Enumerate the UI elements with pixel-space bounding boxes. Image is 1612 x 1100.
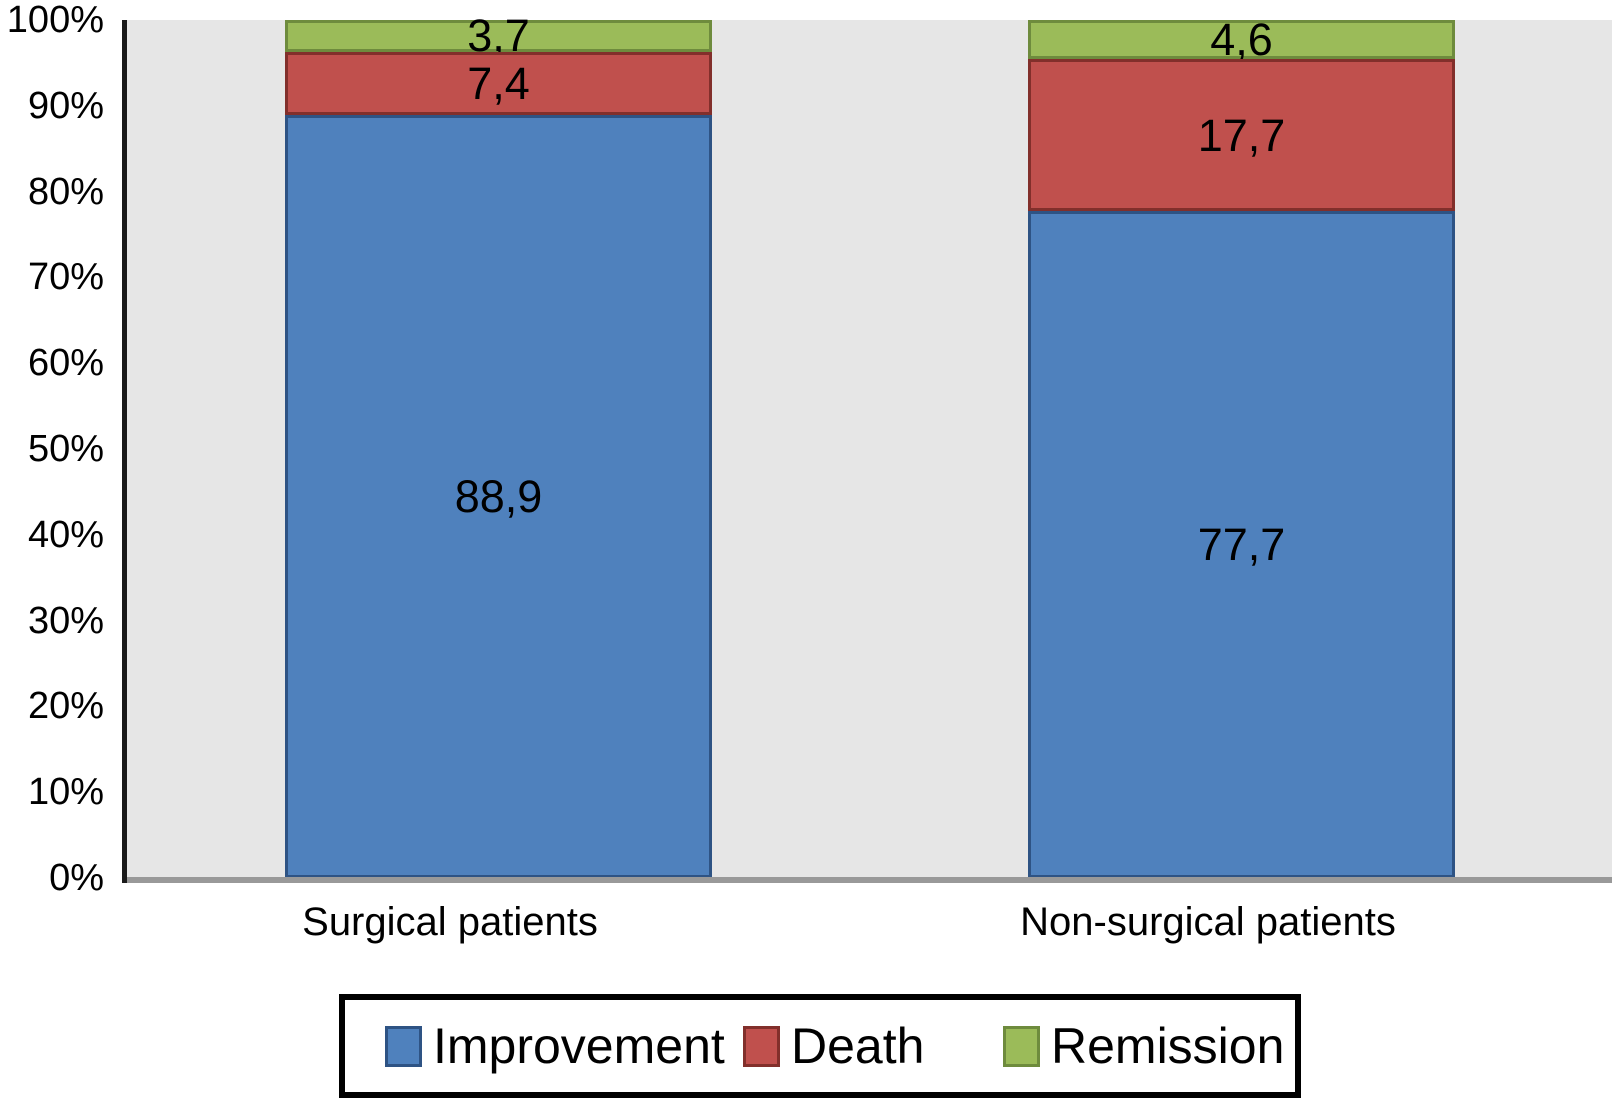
bar-surgical-patients: 3,7 7,4 88,9 [285,13,712,878]
legend-label-improvement: Improvement [433,1018,725,1074]
value-label-remission: 4,6 [1210,14,1273,66]
legend: Improvement Death Remission [339,994,1301,1098]
y-axis-line [122,20,127,883]
y-tick-label-30: 30% [27,599,104,642]
legend-item-improvement: Improvement [385,1000,725,1092]
segment-improvement: 88,9 [285,115,712,878]
x-axis-baseline [127,877,1612,883]
y-tick-label-90: 90% [27,84,104,127]
y-tick-label-0: 0% [49,857,104,899]
y-tick-label-40: 40% [27,513,104,556]
value-label-death: 7,4 [467,57,530,109]
y-tick-label-70: 70% [27,256,104,299]
legend-item-remission: Remission [1003,1000,1284,1092]
segment-remission: 3,7 [285,13,712,58]
y-tick-label-20: 20% [27,685,104,728]
legend-swatch-death [743,1025,780,1067]
segment-death: 17,7 [1028,59,1455,212]
value-label-improvement: 77,7 [1197,519,1286,571]
segment-remission: 4,6 [1028,14,1455,66]
y-tick-label-50: 50% [27,428,104,470]
bar-non-surgical-patients: 4,6 17,7 77,7 [1028,14,1455,878]
y-tick-label-10: 10% [27,771,104,814]
value-label-remission: 3,7 [467,10,530,62]
legend-swatch-remission [1003,1025,1040,1067]
y-tick-label-80: 80% [27,170,104,213]
y-tick-label-100: 100% [6,0,104,41]
value-label-death: 17,7 [1197,109,1286,161]
segment-improvement: 77,7 [1028,211,1455,878]
category-label-non-surgical-patients: Non-surgical patients [1020,900,1396,944]
segment-death: 7,4 [285,51,712,116]
legend-swatch-improvement [385,1025,422,1067]
legend-item-death: Death [743,1000,924,1092]
category-label-surgical-patients: Surgical patients [302,900,598,944]
plot-area: 3,7 7,4 88,9 4,6 17,7 77,7 [127,13,1612,878]
y-tick-label-60: 60% [27,342,104,385]
value-label-improvement: 88,9 [454,471,543,523]
legend-label-death: Death [791,1018,925,1074]
legend-label-remission: Remission [1051,1018,1285,1074]
